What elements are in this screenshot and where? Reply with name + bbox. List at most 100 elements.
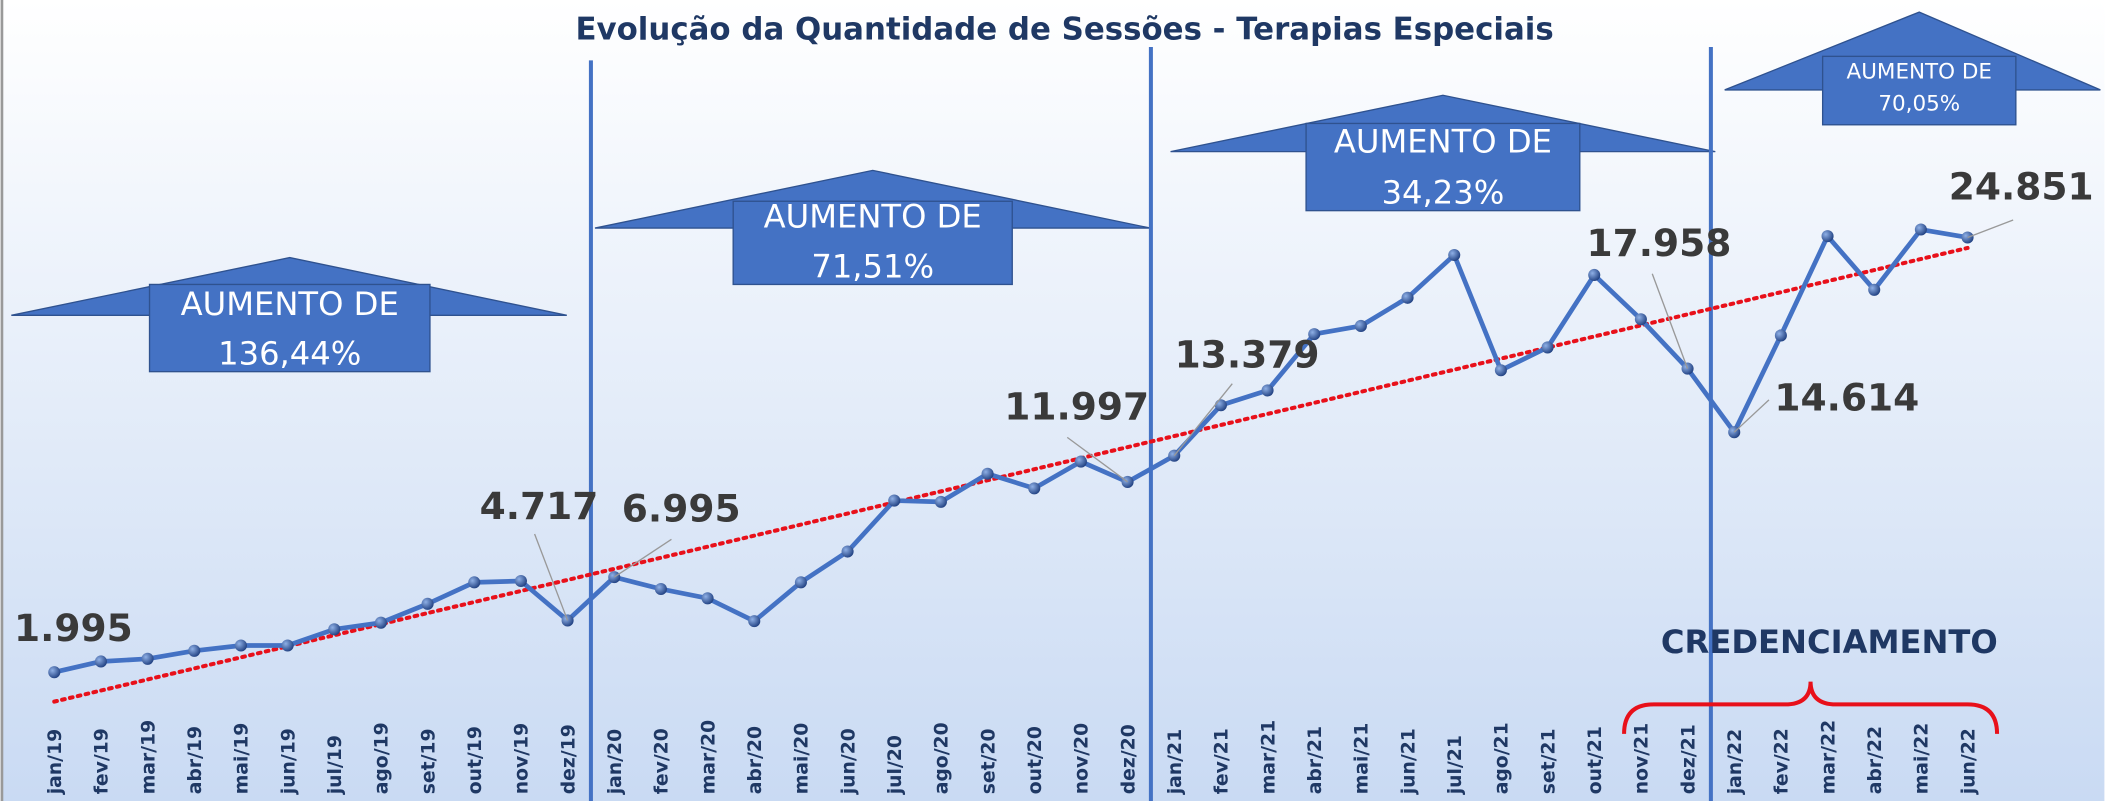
data-label: 4.717 xyxy=(480,484,599,528)
x-tick-label: jun/19 xyxy=(278,728,299,795)
data-point xyxy=(1914,223,1927,236)
data-point xyxy=(981,467,994,480)
arrow-body xyxy=(1305,122,1581,212)
x-tick-label: jan/22 xyxy=(1725,729,1746,795)
x-tick-label: out/19 xyxy=(465,726,486,794)
annotation-text: 70,05% xyxy=(1878,92,1960,117)
data-label: 17.958 xyxy=(1587,221,1732,265)
data-label: 6.995 xyxy=(622,487,741,531)
data-point xyxy=(328,623,341,636)
data-point xyxy=(1494,364,1507,377)
x-tick-label: nov/21 xyxy=(1632,723,1653,794)
data-point xyxy=(934,495,947,508)
arrow-body xyxy=(1821,55,2017,126)
x-tick-label: jan/19 xyxy=(45,729,66,795)
x-tick-label: fev/20 xyxy=(652,728,673,794)
leader-line xyxy=(1066,436,1128,483)
chart-title: Evolução da Quantidade de Sessões - Tera… xyxy=(575,11,1553,47)
series-line xyxy=(53,227,1968,675)
data-point xyxy=(1214,399,1227,412)
data-point xyxy=(1028,482,1041,495)
x-tick-label: mai/22 xyxy=(1912,723,1933,795)
x-tick-label: jul/20 xyxy=(885,735,906,795)
x-tick-label: jul/19 xyxy=(325,735,346,795)
data-label: 13.379 xyxy=(1175,332,1320,376)
x-tick-label: out/20 xyxy=(1025,726,1046,794)
data-point xyxy=(281,639,294,652)
data-point xyxy=(1308,328,1321,341)
annotation-text: 71,51% xyxy=(811,247,934,285)
x-tick-label: set/21 xyxy=(1538,728,1559,794)
data-point xyxy=(514,574,527,588)
annotation-text: AUMENTO DE xyxy=(1334,123,1552,161)
data-point xyxy=(1401,291,1414,304)
x-tick-label: mar/20 xyxy=(698,720,719,794)
data-point xyxy=(1121,475,1134,489)
x-tick-label: dez/20 xyxy=(1118,724,1139,794)
x-tick-label: ago/20 xyxy=(932,722,953,794)
data-label: 11.997 xyxy=(1004,385,1149,429)
data-point xyxy=(1354,319,1367,332)
data-point xyxy=(1588,268,1601,282)
x-tick-label: mai/20 xyxy=(792,723,813,795)
data-label: 14.614 xyxy=(1774,375,1919,419)
data-point xyxy=(1448,248,1461,262)
annotation-text: AUMENTO DE xyxy=(764,198,982,236)
data-point xyxy=(654,582,667,596)
data-point xyxy=(141,652,154,665)
x-tick-label: ago/19 xyxy=(372,722,393,794)
x-tick-label: jun/20 xyxy=(838,728,859,795)
x-tick-label: jun/22 xyxy=(1958,728,1979,795)
annotation-text: 34,23% xyxy=(1382,174,1505,212)
leader-line xyxy=(1733,399,1770,433)
credenciamento-label: CREDENCIAMENTO xyxy=(1661,623,1998,661)
data-point xyxy=(234,639,247,652)
x-tick-label: dez/19 xyxy=(558,724,579,794)
annotation-text: AUMENTO DE xyxy=(181,285,399,323)
data-point xyxy=(1541,341,1554,354)
x-tick-label: mar/19 xyxy=(138,720,159,794)
x-tick-label: dez/21 xyxy=(1678,724,1699,794)
x-tick-label: abr/21 xyxy=(1305,726,1326,794)
data-point xyxy=(701,592,714,605)
x-tick-label: nov/20 xyxy=(1072,723,1093,794)
data-point xyxy=(1774,329,1787,342)
data-point xyxy=(94,655,107,668)
x-tick-label: out/21 xyxy=(1585,726,1606,794)
data-point xyxy=(1868,283,1881,296)
leader-line xyxy=(613,538,672,578)
x-tick-label: jul/21 xyxy=(1445,735,1466,795)
credenciamento-bracket xyxy=(1622,681,2000,734)
x-tick-label: mar/21 xyxy=(1258,720,1279,794)
data-point xyxy=(1821,230,1834,243)
data-point xyxy=(188,644,201,657)
x-tick-label: fev/22 xyxy=(1772,728,1793,794)
data-point xyxy=(1261,384,1274,397)
data-point xyxy=(1074,455,1087,468)
data-point xyxy=(48,666,61,679)
x-tick-label: nov/19 xyxy=(512,723,533,794)
data-point xyxy=(421,597,434,610)
data-point xyxy=(468,576,481,589)
leader-line xyxy=(1651,273,1689,369)
x-tick-label: abr/19 xyxy=(185,726,206,794)
data-point xyxy=(888,494,901,507)
leader-line xyxy=(533,533,569,621)
trendline xyxy=(52,245,1970,704)
x-tick-label: fev/19 xyxy=(92,728,113,794)
annotation-text: AUMENTO DE xyxy=(1847,59,1992,84)
x-tick-label: fev/21 xyxy=(1212,728,1233,794)
x-tick-label: set/19 xyxy=(418,728,439,794)
data-point xyxy=(748,615,761,628)
data-point xyxy=(1634,313,1647,326)
x-tick-label: abr/22 xyxy=(1865,726,1886,794)
x-tick-label: ago/21 xyxy=(1492,722,1513,794)
x-tick-label: jan/20 xyxy=(605,729,626,795)
data-label: 1.995 xyxy=(14,606,133,650)
data-point xyxy=(841,545,854,558)
x-tick-label: jun/21 xyxy=(1398,728,1419,795)
x-tick-label: abr/20 xyxy=(745,726,766,794)
arrow-body xyxy=(148,283,431,373)
